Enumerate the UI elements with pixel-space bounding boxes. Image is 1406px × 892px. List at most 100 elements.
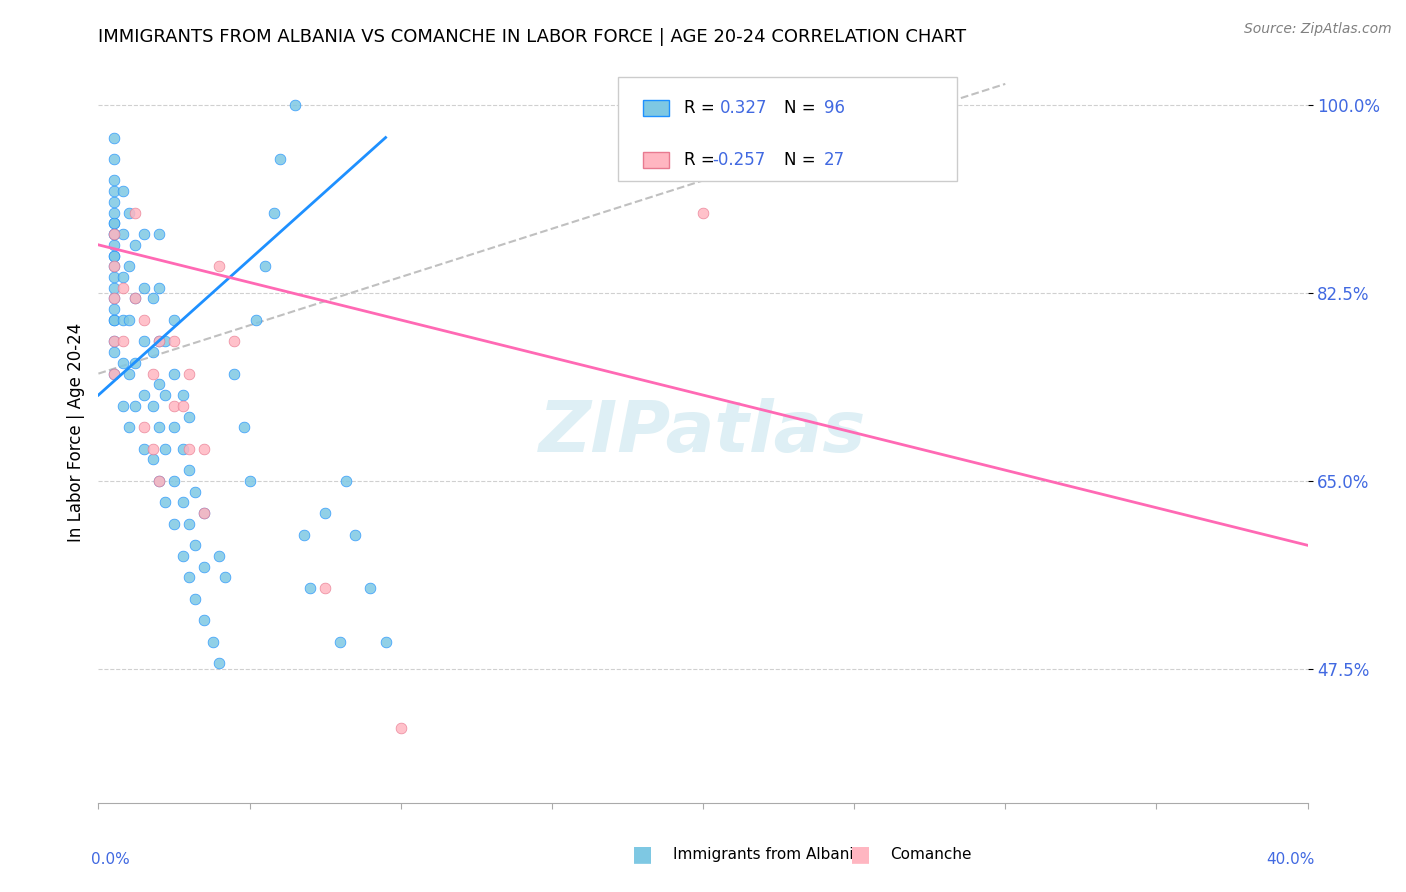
Immigrants from Albania <box>263 205 285 219</box>
Immigrants from Albania <box>179 570 201 584</box>
Immigrants from Albania <box>232 420 254 434</box>
Immigrants from Albania <box>132 281 155 295</box>
Immigrants from Albania <box>103 292 125 306</box>
Immigrants from Albania <box>142 399 165 413</box>
Immigrants from Albania <box>111 227 134 241</box>
Immigrants from Albania <box>103 302 125 317</box>
Text: Comanche: Comanche <box>890 847 972 863</box>
Immigrants from Albania <box>111 356 134 370</box>
Immigrants from Albania <box>153 495 176 509</box>
Immigrants from Albania <box>124 237 146 252</box>
Immigrants from Albania <box>142 452 165 467</box>
Immigrants from Albania <box>103 334 125 349</box>
Text: ■: ■ <box>849 845 870 864</box>
Y-axis label: In Labor Force | Age 20-24: In Labor Force | Age 20-24 <box>66 323 84 542</box>
Immigrants from Albania <box>374 635 396 649</box>
Immigrants from Albania <box>103 152 125 166</box>
Text: ZIPatlas: ZIPatlas <box>540 398 866 467</box>
Immigrants from Albania <box>184 591 207 606</box>
Immigrants from Albania <box>103 173 125 187</box>
Immigrants from Albania <box>103 227 125 241</box>
Text: 96: 96 <box>824 99 845 118</box>
Immigrants from Albania <box>329 635 352 649</box>
Immigrants from Albania <box>179 409 201 424</box>
Immigrants from Albania <box>142 292 165 306</box>
Immigrants from Albania <box>103 237 125 252</box>
Comanche <box>124 205 146 219</box>
Text: R =: R = <box>683 99 720 118</box>
Immigrants from Albania <box>103 313 125 327</box>
Immigrants from Albania <box>103 184 125 198</box>
Immigrants from Albania <box>208 549 231 563</box>
Immigrants from Albania <box>153 334 176 349</box>
Immigrants from Albania <box>118 205 141 219</box>
Immigrants from Albania <box>172 549 194 563</box>
Immigrants from Albania <box>148 420 170 434</box>
Immigrants from Albania <box>193 559 215 574</box>
Immigrants from Albania <box>172 442 194 456</box>
Immigrants from Albania <box>103 216 125 230</box>
Immigrants from Albania <box>335 474 357 488</box>
Text: -0.257: -0.257 <box>713 151 766 169</box>
Immigrants from Albania <box>103 260 125 274</box>
Immigrants from Albania <box>124 292 146 306</box>
Immigrants from Albania <box>253 260 276 274</box>
Immigrants from Albania <box>103 249 125 263</box>
Immigrants from Albania <box>148 474 170 488</box>
Immigrants from Albania <box>172 388 194 402</box>
Comanche <box>103 260 125 274</box>
Immigrants from Albania <box>111 270 134 285</box>
Comanche <box>111 334 134 349</box>
Text: N =: N = <box>785 151 821 169</box>
Immigrants from Albania <box>172 495 194 509</box>
Immigrants from Albania <box>103 281 125 295</box>
Immigrants from Albania <box>103 130 125 145</box>
Immigrants from Albania <box>202 635 225 649</box>
Immigrants from Albania <box>292 527 315 541</box>
Comanche <box>193 442 215 456</box>
Immigrants from Albania <box>148 227 170 241</box>
Immigrants from Albania <box>163 367 186 381</box>
Immigrants from Albania <box>163 420 186 434</box>
Comanche <box>314 581 336 595</box>
Comanche <box>132 420 155 434</box>
Immigrants from Albania <box>269 152 291 166</box>
Immigrants from Albania <box>132 442 155 456</box>
Comanche <box>163 399 186 413</box>
Comanche <box>208 260 231 274</box>
Immigrants from Albania <box>103 345 125 359</box>
Immigrants from Albania <box>103 205 125 219</box>
Immigrants from Albania <box>103 227 125 241</box>
Immigrants from Albania <box>124 356 146 370</box>
Immigrants from Albania <box>148 334 170 349</box>
Immigrants from Albania <box>111 184 134 198</box>
Comanche <box>142 367 165 381</box>
Immigrants from Albania <box>184 538 207 552</box>
Immigrants from Albania <box>103 313 125 327</box>
FancyBboxPatch shape <box>643 100 669 117</box>
Text: IMMIGRANTS FROM ALBANIA VS COMANCHE IN LABOR FORCE | AGE 20-24 CORRELATION CHART: IMMIGRANTS FROM ALBANIA VS COMANCHE IN L… <box>98 28 966 45</box>
Immigrants from Albania <box>179 463 201 477</box>
Comanche <box>224 334 246 349</box>
Comanche <box>179 442 201 456</box>
Immigrants from Albania <box>118 367 141 381</box>
Comanche <box>103 367 125 381</box>
Text: N =: N = <box>785 99 821 118</box>
Immigrants from Albania <box>103 194 125 209</box>
Immigrants from Albania <box>148 377 170 392</box>
Immigrants from Albania <box>360 581 382 595</box>
Immigrants from Albania <box>148 281 170 295</box>
Immigrants from Albania <box>179 516 201 531</box>
Text: 0.327: 0.327 <box>720 99 768 118</box>
Immigrants from Albania <box>111 313 134 327</box>
Immigrants from Albania <box>103 270 125 285</box>
Text: Immigrants from Albania: Immigrants from Albania <box>672 847 863 863</box>
Text: ■: ■ <box>633 845 652 864</box>
Text: Source: ZipAtlas.com: Source: ZipAtlas.com <box>1244 22 1392 37</box>
Comanche <box>124 292 146 306</box>
Immigrants from Albania <box>193 614 215 628</box>
Text: 40.0%: 40.0% <box>1267 852 1315 867</box>
Immigrants from Albania <box>314 506 336 520</box>
Comanche <box>148 474 170 488</box>
Immigrants from Albania <box>224 367 246 381</box>
